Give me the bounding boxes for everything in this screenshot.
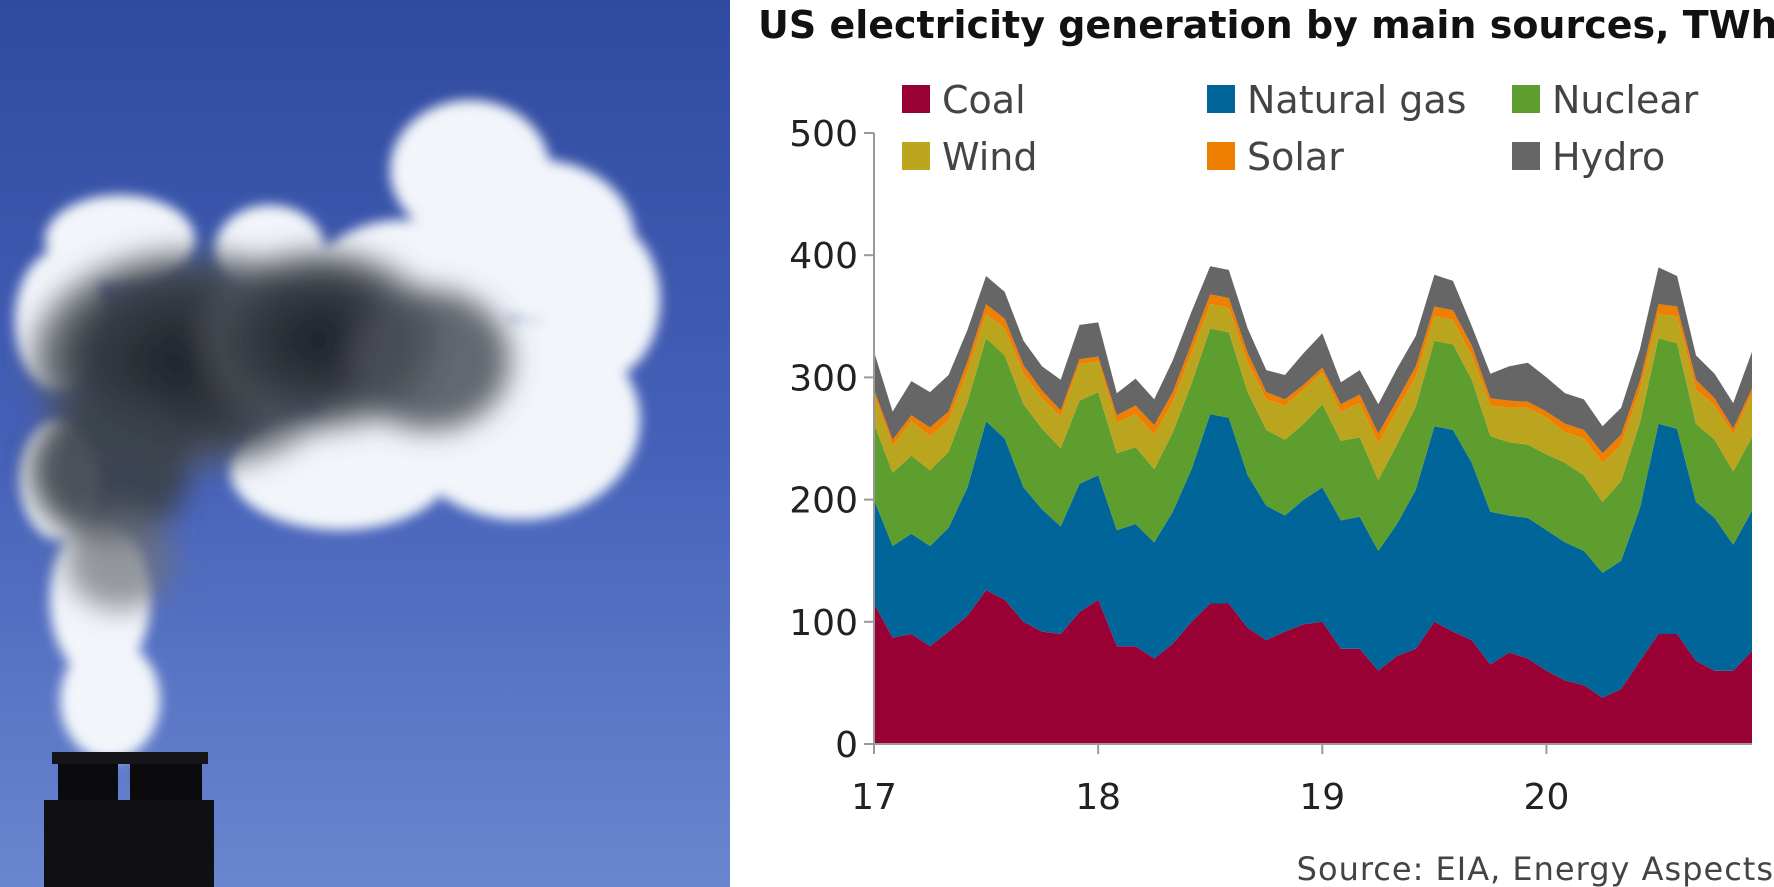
area-nuclear — [874, 328, 1752, 573]
legend-label: Nuclear — [1552, 78, 1699, 122]
area-natural-gas — [874, 414, 1752, 698]
x-tick-label: 18 — [1075, 777, 1121, 818]
area-solar — [874, 294, 1752, 463]
source-note: Source: EIA, Energy Aspects — [1297, 850, 1774, 887]
area-coal — [874, 590, 1752, 744]
y-tick-label: 400 — [789, 236, 858, 277]
legend-label: Hydro — [1552, 135, 1665, 179]
legend-swatch — [1207, 85, 1235, 113]
legend-swatch — [1512, 142, 1540, 170]
legend-label: Coal — [942, 78, 1026, 122]
area-wind — [874, 304, 1752, 502]
axes: 0 100 200 300 400 500 17 18 19 20 — [789, 114, 1752, 818]
legend-label: Wind — [942, 135, 1038, 179]
legend-label: Natural gas — [1247, 78, 1466, 122]
legend-swatch — [1207, 142, 1235, 170]
x-tick-label: 19 — [1299, 777, 1345, 818]
y-tick-label: 100 — [789, 603, 858, 644]
dark-smoke-plume — [30, 250, 510, 610]
legend-swatch — [1512, 85, 1540, 113]
legend: Coal Natural gas Nuclear Wind Solar Hydro — [902, 78, 1699, 179]
stacked-areas — [874, 266, 1752, 744]
y-tick-label: 500 — [789, 114, 858, 155]
chart-title: US electricity generation by main source… — [758, 3, 1774, 47]
legend-swatch — [902, 85, 930, 113]
chimneys — [44, 752, 214, 887]
legend-label: Solar — [1247, 135, 1344, 179]
area-hydro — [874, 266, 1752, 454]
legend-swatch — [902, 142, 930, 170]
y-tick-label: 300 — [789, 358, 858, 399]
y-tick-label: 200 — [789, 481, 858, 522]
x-tick-label: 20 — [1524, 777, 1570, 818]
smokestack-photo — [0, 0, 730, 887]
x-tick-label: 17 — [851, 777, 897, 818]
y-tick-label: 0 — [835, 725, 858, 766]
